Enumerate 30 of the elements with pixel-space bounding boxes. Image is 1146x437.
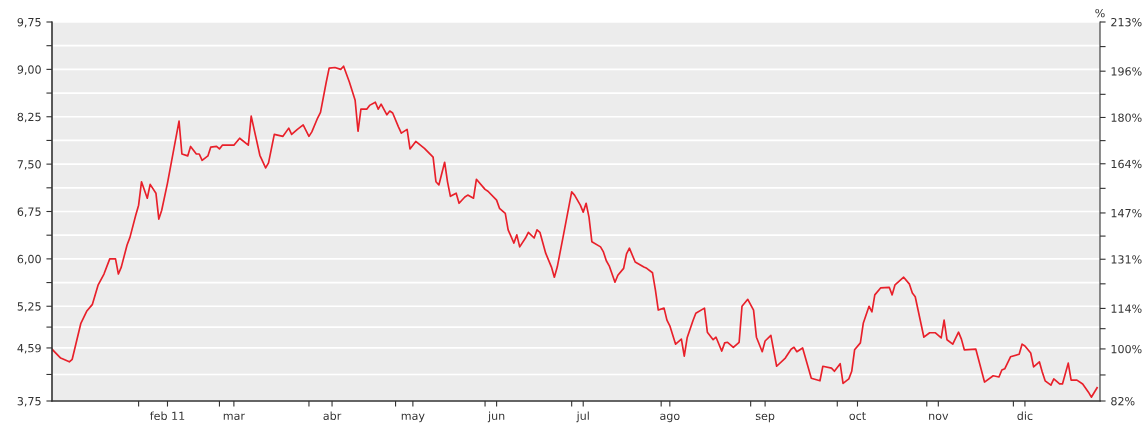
- x-tick-label: abr: [323, 411, 342, 421]
- y-tick-label: 5,25: [17, 302, 41, 312]
- x-tick-label: jul: [576, 411, 589, 423]
- y-tick-label: 7,50: [17, 160, 41, 170]
- y-tick-label: 4,59: [17, 343, 41, 354]
- y2-tick-label: 147%: [1111, 208, 1142, 218]
- x-tick-label: sep: [755, 413, 775, 423]
- y-tick-label: 9,75: [17, 17, 41, 28]
- y2-tick-label: 131%: [1111, 255, 1142, 264]
- y2-tick-label: 180%: [1111, 113, 1142, 122]
- x-tick-label: oct: [849, 412, 866, 421]
- x-tick-label: may: [401, 413, 425, 423]
- x-tick-label: ago: [660, 413, 680, 423]
- y2-tick-label: 100%: [1111, 344, 1142, 354]
- y-tick-label: 3,75: [17, 396, 41, 407]
- y-tick-label: 6,75: [17, 207, 41, 218]
- x-tick-label: jun: [487, 411, 505, 423]
- y2-tick-label: 114%: [1111, 304, 1142, 313]
- y-tick-label: 6,00: [17, 254, 41, 265]
- y-tick-label: 9,00: [17, 65, 41, 75]
- y2-axis-title: %: [1095, 8, 1105, 18]
- x-tick-label: nov: [929, 413, 949, 421]
- y2-tick-label: 164%: [1111, 159, 1142, 169]
- y2-tick-label: 213%: [1111, 17, 1142, 27]
- y2-tick-label: 82%: [1111, 396, 1135, 406]
- x-tick-label: dic: [1017, 411, 1033, 421]
- x-tick-label: mar: [223, 413, 245, 421]
- y-tick-label: 8,25: [17, 112, 41, 123]
- x-tick-label: feb 11: [150, 411, 185, 421]
- y2-tick-label: 196%: [1111, 67, 1142, 76]
